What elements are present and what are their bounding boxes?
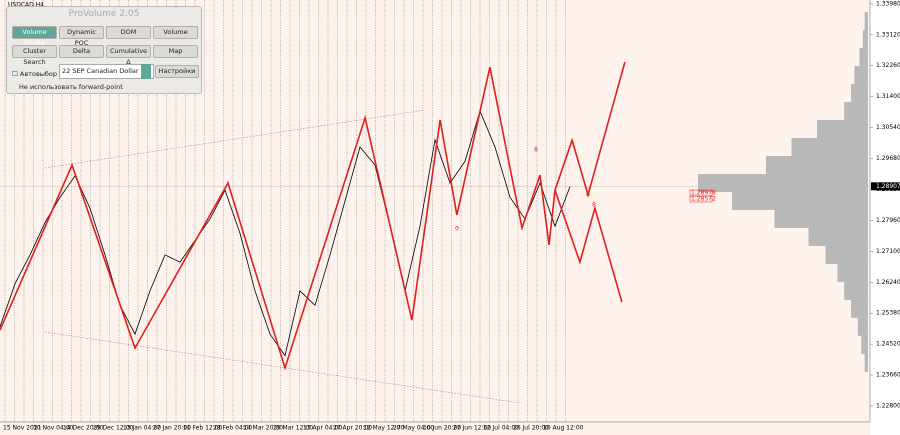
y-tick-label: 1.25380: [876, 310, 900, 317]
volume-bar: [791, 138, 868, 157]
y-tick-label: 1.29680: [876, 155, 900, 162]
x-tick-label: 15 Nov 2021: [3, 425, 42, 432]
instrument-select[interactable]: 22 SEP Canadian Dollar: [59, 64, 154, 79]
volume-bar: [851, 299, 868, 318]
volume-bar: [864, 353, 868, 372]
settings-button[interactable]: Настройки: [155, 65, 199, 78]
x-tick-label: 14 Dec 20:00: [63, 425, 104, 432]
volume-bar: [837, 263, 868, 282]
y-tick-label: 1.33120: [876, 31, 900, 38]
volume-bar: [857, 317, 868, 336]
tool-button[interactable]: Delta: [59, 45, 104, 58]
volume-bar: [817, 120, 868, 139]
x-tick-label: 28 Feb 04:00: [213, 425, 253, 432]
volume-bar: [862, 30, 868, 49]
channel-line: [44, 109, 426, 169]
volume-bar: [766, 156, 868, 174]
price: [0, 109, 571, 357]
volume-bar: [864, 12, 868, 31]
annotation: 8: [534, 147, 538, 154]
x-tick-label: 27 Apr 20:00: [333, 425, 372, 432]
level-label: 1.28572: [691, 196, 716, 203]
volume-bar: [808, 227, 868, 246]
x-tick-label: 29 Dec 12:00: [93, 425, 134, 432]
x-tick-label: 26 Jul 20:00: [513, 425, 549, 432]
x-tick-label: 12 Jul 04:00: [483, 425, 519, 432]
y-tick-label: 1.23660: [876, 372, 900, 379]
x-tick-label: 27 Jan 20:00: [153, 425, 191, 432]
zigzag: [0, 66, 556, 371]
tool-button[interactable]: Cluster Search: [12, 45, 57, 66]
annotation: 8: [592, 202, 596, 209]
tool-button[interactable]: Volume: [153, 26, 198, 39]
tool-button[interactable]: Dynamic POC: [59, 26, 104, 47]
provolume-panel: ProVolume 2.05 ☐ Автовыбор 22 SEP Canadi…: [6, 6, 202, 94]
volume-bar: [698, 173, 868, 192]
volume-bar: [861, 335, 868, 354]
x-tick-label: 10 Jun 20:00: [423, 425, 461, 432]
volume-bar: [859, 48, 868, 67]
volume-bar: [844, 102, 868, 121]
x-tick-label: 13 Jan 04:00: [123, 425, 161, 432]
channel-line: [44, 331, 521, 404]
x-tick-label: 10 Aug 12:00: [543, 425, 584, 432]
tool-button[interactable]: Cumulative Δ: [106, 45, 151, 66]
label: Автовыбор: [19, 70, 58, 78]
x-tick-label: 27 May 04:00: [393, 425, 434, 432]
current-price-box: [871, 182, 900, 191]
volume-bar: [851, 84, 868, 103]
x-tick-label: 12 May 12:00: [363, 425, 404, 432]
level-box: [689, 195, 713, 203]
y-tick-label: 1.27100: [876, 248, 900, 255]
volume-bar: [854, 66, 868, 85]
current-price-label: 1.28907: [876, 183, 900, 190]
y-tick-label: 1.30540: [876, 124, 900, 131]
y-tick-label: 1.22800: [876, 403, 900, 410]
x-tick-label: 29 Mar 12:00: [273, 425, 313, 432]
auto-checkbox[interactable]: ☐ Автовыбор: [12, 70, 58, 78]
select-arrow[interactable]: [141, 64, 151, 79]
volume-bar: [844, 281, 868, 300]
x-tick-label: 13 Apr 04:00: [303, 425, 342, 432]
y-tick-label: 1.32260: [876, 62, 900, 69]
price-axis: [870, 0, 900, 435]
volume-bar: [825, 245, 868, 264]
x-tick-label: 27 Jun 12:00: [453, 425, 491, 432]
y-tick-label: 1.24520: [876, 341, 900, 348]
tool-button[interactable]: DOM: [106, 26, 151, 39]
y-tick-label: 1.33980: [876, 0, 900, 7]
annotation: 0: [455, 226, 459, 233]
y-tick-label: 1.26240: [876, 279, 900, 286]
level-label: 1.28978: [691, 190, 716, 197]
tool-button[interactable]: Volume Profile: [12, 26, 57, 47]
symbol: USDCAD,H4: [8, 2, 44, 9]
x-tick-label: 30 Nov 04:00: [33, 425, 74, 432]
panel-title: ProVolume 2.05: [68, 9, 140, 19]
forward-checkbox[interactable]: Не использовать forward-point: [19, 83, 123, 91]
y-tick-label: 1.31400: [876, 93, 900, 100]
projection_up: [554, 61, 626, 198]
tool-button[interactable]: Map: [153, 45, 198, 58]
volume-bar: [774, 209, 868, 228]
volume-bar: [732, 191, 868, 210]
x-tick-label: 14 Mar 20:00: [243, 425, 283, 432]
x-tick-label: 11 Feb 12:00: [183, 425, 223, 432]
y-tick-label: 1.27960: [876, 217, 900, 224]
annotation: 0: [586, 192, 590, 199]
projection_down: [554, 189, 623, 303]
